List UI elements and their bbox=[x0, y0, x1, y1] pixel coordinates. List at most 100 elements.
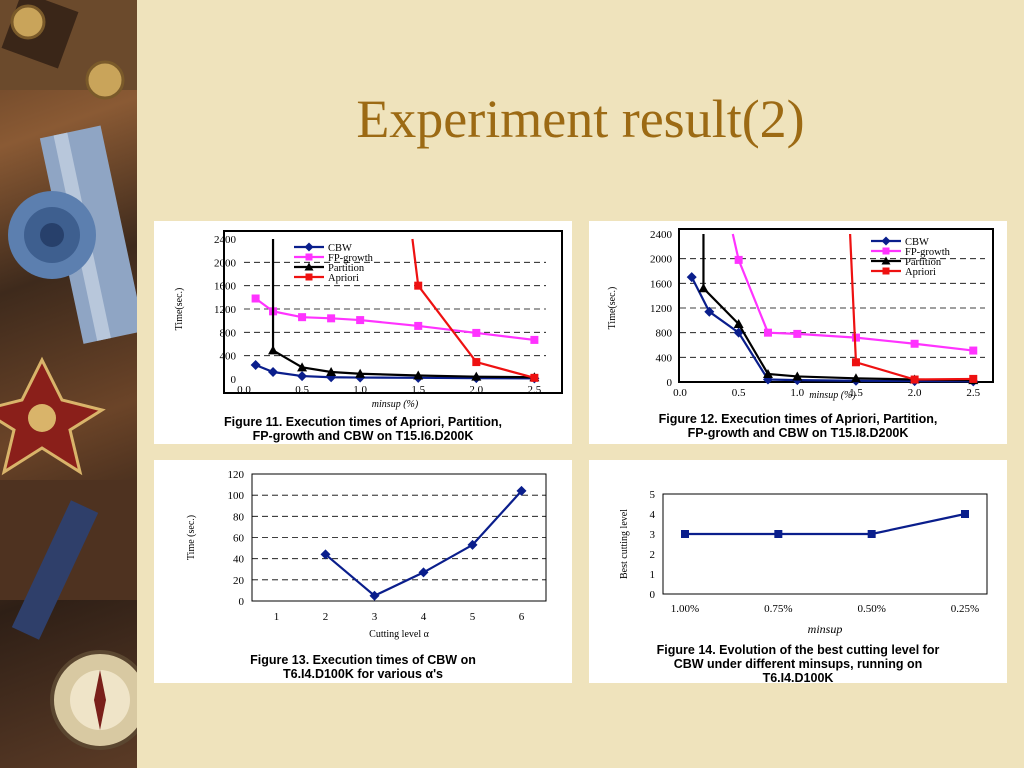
x-tick-label: 1.0 bbox=[790, 387, 804, 399]
figure-14-chart: 0 1 2 3 4 5 1.00% 0.75% 0.50% 0.25% minsup Best cut… bbox=[619, 489, 988, 636]
series-line bbox=[271, 239, 535, 379]
data-point bbox=[762, 368, 773, 378]
data-point bbox=[910, 339, 919, 348]
data-point bbox=[414, 281, 423, 290]
data-point bbox=[472, 358, 481, 367]
data-point bbox=[851, 333, 860, 342]
data-point bbox=[882, 267, 890, 275]
y-axis-label: Time(sec.) bbox=[174, 288, 185, 331]
data-point bbox=[763, 328, 772, 337]
data-point bbox=[297, 371, 308, 382]
caption-line: FP-growth and CBW on T15.I8.D200K bbox=[687, 426, 909, 440]
data-point bbox=[369, 590, 380, 601]
y-axis-label: Time(sec.) bbox=[607, 287, 618, 330]
y-tick-label: 800 bbox=[656, 328, 673, 340]
legend-entry: CBW bbox=[905, 237, 929, 248]
figure-12-panel: 0 400 800 1200 1600 2000 2400 0.0 0.5 1.0 1.5 2.0 2.… bbox=[589, 221, 1007, 444]
x-tick-label: 0.50% bbox=[857, 603, 885, 615]
data-point bbox=[762, 374, 773, 385]
figure-13-caption: Figure 13. Execution times of CBW on T6.… bbox=[154, 653, 572, 681]
figure-11-panel: 0 400 800 1200 1600 2000 2400 0.0 0.5 1.0 1.5 2.0 2.… bbox=[154, 221, 572, 444]
x-tick-label: 3 bbox=[372, 611, 378, 623]
y-tick-label: 2400 bbox=[650, 229, 673, 241]
x-axis-label: minsup (%) bbox=[809, 390, 856, 401]
data-point bbox=[418, 567, 429, 578]
plot-frame bbox=[223, 230, 563, 394]
medal-ornament-icon bbox=[0, 0, 137, 750]
plot-frame bbox=[662, 493, 988, 595]
series-line bbox=[685, 512, 966, 536]
x-tick-label: 1 bbox=[274, 611, 280, 623]
y-tick-label: 0 bbox=[239, 596, 245, 608]
data-point bbox=[297, 362, 308, 372]
y-tick-label: 1600 bbox=[650, 278, 673, 290]
y-axis-label: Best cutting level bbox=[619, 509, 630, 579]
data-point bbox=[327, 314, 336, 323]
data-point bbox=[882, 247, 890, 255]
x-tick-label: 0.75% bbox=[764, 603, 792, 615]
y-tick-label: 2000 bbox=[214, 257, 237, 269]
data-point bbox=[516, 485, 527, 496]
y-tick-label: 0 bbox=[667, 377, 673, 389]
data-point bbox=[305, 253, 313, 261]
data-point bbox=[792, 371, 803, 381]
y-tick-label: 40 bbox=[233, 554, 245, 566]
x-axis-label: minsup (%) bbox=[372, 399, 419, 410]
data-point bbox=[698, 283, 709, 293]
y-tick-label: 120 bbox=[228, 469, 245, 481]
data-point bbox=[471, 371, 482, 381]
series-line bbox=[254, 297, 535, 342]
figure-14-caption: Figure 14. Evolution of the best cutting… bbox=[589, 643, 1007, 685]
data-point bbox=[251, 294, 260, 303]
data-point bbox=[961, 510, 969, 518]
y-tick-label: 4 bbox=[650, 509, 656, 521]
data-point bbox=[268, 345, 279, 355]
series-line bbox=[255, 363, 535, 380]
y-tick-label: 1200 bbox=[650, 303, 673, 315]
data-point bbox=[910, 375, 919, 384]
y-tick-label: 1600 bbox=[214, 281, 237, 293]
data-point bbox=[304, 262, 314, 271]
x-tick-label: 2.0 bbox=[469, 384, 483, 396]
y-tick-label: 0 bbox=[650, 589, 656, 601]
data-point bbox=[355, 368, 366, 378]
legend-entry: Apriori bbox=[905, 267, 936, 278]
legend-entry: CBW bbox=[328, 243, 352, 254]
y-tick-label: 20 bbox=[233, 575, 245, 587]
legend-entry: Apriori bbox=[328, 273, 359, 284]
y-axis-label: Time (sec.) bbox=[186, 515, 197, 560]
data-point bbox=[320, 549, 331, 560]
legend-entry: Partition bbox=[905, 257, 942, 268]
data-point bbox=[305, 273, 313, 281]
data-point bbox=[881, 236, 891, 246]
x-tick-label: 5 bbox=[470, 611, 476, 623]
figure-11-chart: 0 400 800 1200 1600 2000 2400 0.0 0.5 1.0 1.5 2.0 2.… bbox=[174, 230, 563, 410]
x-tick-label: 1.00% bbox=[671, 603, 699, 615]
x-axis-label: minsup bbox=[808, 622, 843, 636]
data-point bbox=[414, 321, 423, 330]
data-point bbox=[850, 373, 861, 383]
y-tick-label: 3 bbox=[650, 529, 656, 541]
caption-line: Figure 11. Execution times of Apriori, P… bbox=[223, 415, 503, 429]
decorative-photo-stripe bbox=[0, 0, 137, 768]
x-tick-label: 0.0 bbox=[673, 387, 687, 399]
data-point bbox=[681, 530, 689, 538]
data-point bbox=[969, 346, 978, 355]
data-point bbox=[326, 367, 337, 376]
data-point bbox=[472, 328, 481, 337]
y-tick-label: 1200 bbox=[214, 304, 237, 316]
y-tick-label: 400 bbox=[656, 352, 673, 364]
data-point bbox=[851, 358, 860, 367]
x-tick-label: 1.5 bbox=[411, 384, 425, 396]
y-tick-label: 5 bbox=[650, 489, 656, 501]
caption-line: Figure 13. Execution times of CBW on bbox=[250, 653, 476, 667]
caption-line: Figure 14. Evolution of the best cutting… bbox=[656, 643, 940, 657]
plot-frame bbox=[678, 228, 994, 383]
x-axis-label: Cutting level α bbox=[369, 629, 429, 640]
data-point bbox=[734, 255, 743, 264]
y-tick-label: 400 bbox=[220, 351, 237, 363]
figure-12-caption: Figure 12. Execution times of Apriori, P… bbox=[589, 412, 1007, 440]
x-tick-label: 2.0 bbox=[908, 387, 922, 399]
caption-line: CBW under different minsups, running on bbox=[673, 657, 923, 671]
data-point bbox=[686, 272, 697, 283]
